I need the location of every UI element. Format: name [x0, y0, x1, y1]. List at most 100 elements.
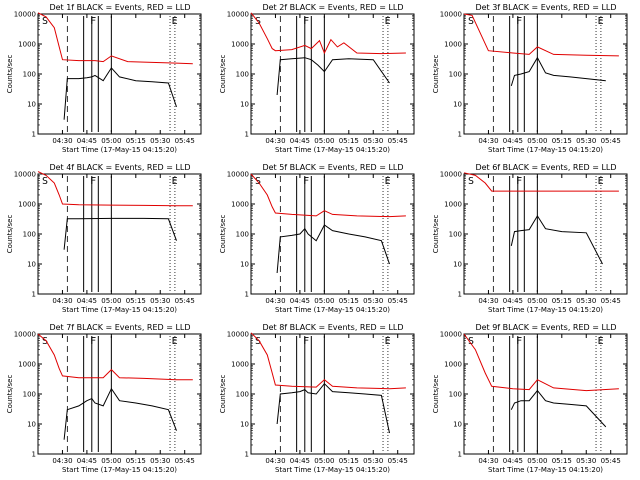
y-tick-label: 1	[245, 131, 249, 139]
y-tick-label: 10000	[440, 171, 462, 179]
y-tick-label: 1000	[18, 201, 36, 209]
y-axis-label: Counts/sec	[219, 55, 227, 94]
phase-marker-s: S	[42, 16, 48, 27]
x-axis-label: Start Time (17-May-15 04:15:20)	[62, 466, 177, 474]
x-tick-label: 05:45	[175, 137, 195, 145]
detector-panel-5: Det 5f BLACK = Events, RED = LLD 1 10 100 10…	[219, 163, 415, 314]
phase-marker-s: S	[468, 336, 474, 347]
phase-marker-s: S	[42, 176, 48, 187]
plot-frame	[250, 333, 415, 455]
x-tick-label: 05:00	[527, 297, 547, 305]
detector-panel-3: Det 3f BLACK = Events, RED = LLD 1 10 100 10…	[432, 3, 628, 154]
x-tick-label: 04:30	[265, 137, 285, 145]
y-tick-label: 100	[449, 391, 462, 399]
phase-marker-f: F	[303, 16, 309, 27]
x-tick-label: 05:15	[552, 137, 572, 145]
phase-marker-f: F	[90, 176, 96, 187]
x-axis-label: Start Time (17-May-15 04:15:20)	[275, 306, 390, 314]
panel-title: Det 7f BLACK = Events, RED = LLD	[49, 323, 190, 332]
lld-series-line	[37, 171, 193, 207]
x-tick-label: 04:30	[52, 297, 72, 305]
y-tick-label: 1000	[444, 41, 462, 49]
x-tick-label: 05:30	[150, 137, 170, 145]
detector-panel-1: Det 1f BLACK = Events, RED = LLD 1 10 100 10…	[6, 3, 202, 154]
x-tick-label: 05:15	[339, 457, 359, 465]
x-axis-label: Start Time (17-May-15 04:15:20)	[62, 146, 177, 154]
x-tick-label: 04:30	[265, 297, 285, 305]
detector-panel-2: Det 2f BLACK = Events, RED = LLD 1 10 100 10…	[219, 3, 415, 154]
y-axis-label: Counts/sec	[432, 215, 440, 254]
x-tick-label: 05:00	[527, 137, 547, 145]
detector-panel-6: Det 6f BLACK = Events, RED = LLD 1 10 100 10…	[432, 163, 628, 314]
x-tick-label: 04:45	[290, 297, 310, 305]
x-tick-label: 05:15	[126, 137, 146, 145]
y-tick-label: 1000	[444, 361, 462, 369]
plot-frame	[250, 13, 415, 135]
panel-title: Det 4f BLACK = Events, RED = LLD	[49, 163, 190, 172]
x-tick-label: 04:30	[478, 137, 498, 145]
phase-marker-s: S	[42, 336, 48, 347]
phase-marker-f: F	[516, 176, 522, 187]
y-tick-label: 1	[458, 291, 462, 299]
x-tick-label: 05:15	[339, 297, 359, 305]
y-axis-label: Counts/sec	[219, 215, 227, 254]
y-tick-label: 1	[458, 451, 462, 459]
x-tick-label: 04:45	[503, 457, 523, 465]
panel-title: Det 6f BLACK = Events, RED = LLD	[475, 163, 616, 172]
phase-marker-f: F	[303, 176, 309, 187]
x-tick-label: 05:45	[601, 297, 621, 305]
lld-series-line	[463, 333, 619, 392]
plot-frame	[37, 333, 202, 455]
x-tick-label: 05:30	[576, 137, 596, 145]
phase-marker-f: F	[516, 16, 522, 27]
phase-marker-e: E	[385, 176, 391, 187]
phase-marker-f: F	[303, 336, 309, 347]
x-tick-label: 05:00	[101, 297, 121, 305]
x-tick-label: 05:00	[314, 137, 334, 145]
phase-marker-e: E	[385, 336, 391, 347]
events-series-line	[63, 387, 177, 440]
x-tick-label: 05:15	[126, 457, 146, 465]
x-tick-label: 04:30	[52, 457, 72, 465]
y-tick-label: 100	[449, 71, 462, 79]
x-tick-label: 05:15	[552, 297, 572, 305]
x-tick-label: 05:00	[101, 457, 121, 465]
y-tick-label: 10	[240, 101, 249, 109]
lld-series-line	[37, 12, 193, 65]
x-axis-label: Start Time (17-May-15 04:15:20)	[62, 306, 177, 314]
x-tick-label: 05:30	[150, 297, 170, 305]
x-tick-label: 05:45	[601, 457, 621, 465]
events-series-line	[63, 67, 177, 120]
detector-panel-8: Det 8f BLACK = Events, RED = LLD 1 10 100 10…	[219, 323, 415, 474]
phase-marker-s: S	[255, 336, 261, 347]
plot-frame	[250, 173, 415, 295]
y-tick-label: 10000	[440, 331, 462, 339]
y-tick-label: 100	[236, 71, 249, 79]
x-tick-label: 05:15	[126, 297, 146, 305]
y-tick-label: 1000	[18, 361, 36, 369]
lld-series-line	[463, 172, 619, 192]
y-tick-label: 1	[245, 291, 249, 299]
x-tick-label: 05:00	[527, 457, 547, 465]
panel-title: Det 3f BLACK = Events, RED = LLD	[475, 3, 616, 12]
y-tick-label: 1000	[231, 201, 249, 209]
x-tick-label: 04:45	[503, 137, 523, 145]
y-tick-label: 10000	[227, 11, 249, 19]
phase-marker-f: F	[516, 336, 522, 347]
x-tick-label: 05:45	[388, 457, 408, 465]
x-axis-label: Start Time (17-May-15 04:15:20)	[488, 146, 603, 154]
y-tick-label: 10000	[440, 11, 462, 19]
x-tick-label: 05:30	[363, 137, 383, 145]
phase-marker-e: E	[385, 16, 391, 27]
y-tick-label: 1000	[444, 201, 462, 209]
y-tick-label: 10	[240, 421, 249, 429]
x-tick-label: 05:15	[339, 137, 359, 145]
panel-title: Det 1f BLACK = Events, RED = LLD	[49, 3, 190, 12]
detector-panel-7: Det 7f BLACK = Events, RED = LLD 1 10 100 10…	[6, 323, 202, 474]
plot-frame	[463, 173, 628, 295]
y-axis-label: Counts/sec	[432, 375, 440, 414]
plot-frame	[463, 333, 628, 455]
y-tick-label: 10000	[227, 171, 249, 179]
y-tick-label: 100	[236, 391, 249, 399]
